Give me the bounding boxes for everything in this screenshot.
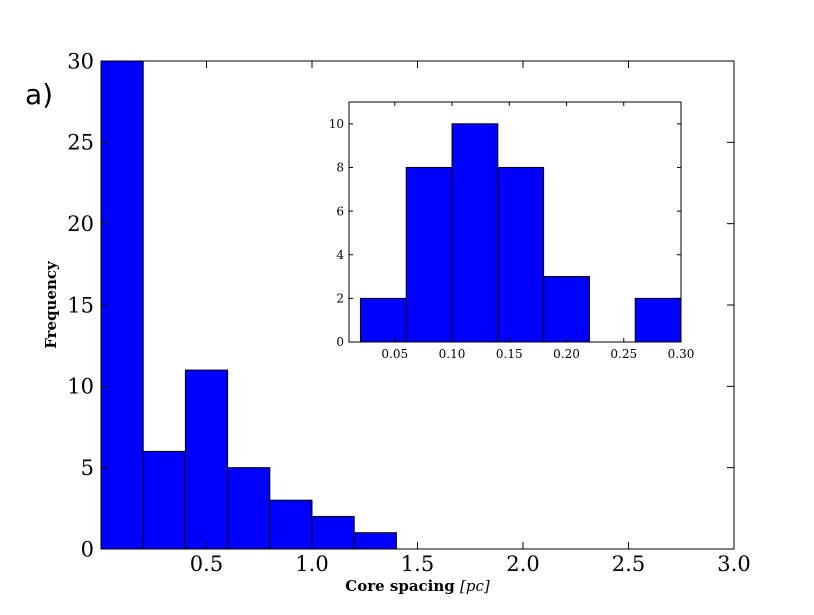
inset-ytick-label-1: 2 [336,292,344,306]
inset-ytick-label-3: 6 [336,204,344,218]
main-ytick-label-0: 0 [81,537,94,561]
inset-ytick-label-5: 10 [329,117,344,131]
inset-ytick-label-4: 8 [336,161,344,175]
main-xtick-label-5: 3.0 [717,552,750,576]
main-ytick-label-4: 20 [67,212,94,236]
inset-histogram: 0.05 0.10 0.15 0.20 0.25 0.30 0 2 4 6 8 10 [329,101,695,361]
main-ytick-label-1: 5 [81,456,94,480]
main-y-axis-label: Frequency [42,260,60,349]
main-ytick-label-6: 30 [67,49,94,73]
main-xtick-label-2: 1.5 [401,552,434,576]
inset-bar-5 [543,276,590,343]
inset-bar-7 [634,297,682,343]
main-xtick-label-1: 1.0 [295,552,328,576]
main-bar-1 [100,60,144,550]
inset-xtick-label-4: 0.25 [610,347,637,361]
main-bar-2 [142,450,186,550]
inset-ytick-label-2: 4 [336,248,344,262]
inset-axes-frame [348,101,682,343]
main-xtick-label-3: 2.0 [506,552,539,576]
main-ytick-label-5: 25 [67,131,94,155]
panel-label: a) [25,78,53,111]
inset-xtick-label-3: 0.20 [553,347,580,361]
inset-bar-2 [405,166,453,343]
main-bar-7 [353,532,397,550]
main-x-axis-label: Core spacing [pc] [345,577,490,595]
main-bar-6 [311,515,355,550]
inset-bar-3 [451,123,499,343]
inset-xtick-label-5: 0.30 [668,347,695,361]
main-ytick-label-2: 10 [67,375,94,399]
main-ytick-label-3: 15 [67,293,94,317]
inset-bar-1 [359,297,407,343]
inset-bar-4 [497,166,545,343]
main-xtick-label-0: 0.5 [190,552,223,576]
inset-xtick-label-2: 0.15 [496,347,523,361]
inset-xtick-label-1: 0.10 [439,347,466,361]
main-bar-4 [227,467,271,550]
main-xtick-label-4: 2.5 [612,552,645,576]
inset-ytick-label-0: 0 [336,335,344,349]
inset-xtick-label-0: 0.05 [381,347,408,361]
main-bar-5 [269,499,313,550]
main-bar-3 [184,369,229,550]
